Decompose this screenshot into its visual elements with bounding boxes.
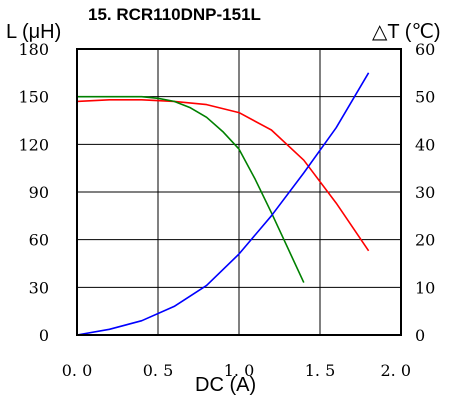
y-left-tick-label: 90 — [29, 183, 49, 202]
x-tick-label: 1. 5 — [305, 361, 336, 380]
y-left-tick-label: 150 — [18, 88, 49, 107]
y-left-tick-label: 120 — [18, 135, 49, 154]
y-right-tick-label: 20 — [415, 231, 435, 250]
x-tick-label: 1. 0 — [224, 361, 255, 380]
plot-frame — [76, 48, 402, 336]
y-right-tick-label: 50 — [415, 88, 435, 107]
y-right-tick-label: 10 — [415, 278, 435, 297]
y-right-tick-label: 40 — [415, 135, 435, 154]
y-right-tick-label: 60 — [415, 40, 435, 59]
tick-labels: 0 0 30 10 60 20 90 30 120 40 150 50 180 60 0. 0 0. 5 1. … — [18, 40, 435, 380]
series-line-2 — [77, 95, 305, 283]
x-tick-label: 0. 0 — [62, 361, 93, 380]
series-line-1 — [76, 99, 370, 252]
y-right-tick-label: 30 — [415, 183, 435, 202]
y-right-tick-label: 0 — [415, 326, 425, 345]
x-tick-label: 2. 0 — [380, 361, 411, 380]
y-left-tick-label: 30 — [29, 278, 49, 297]
y-left-tick-label: 180 — [18, 40, 49, 59]
x-tick-label: 0. 5 — [143, 361, 174, 380]
series-line-3 — [76, 72, 370, 336]
right-axis-label: △T (℃) — [372, 21, 441, 43]
chart-title: 15. RCR110DNP-151L — [88, 5, 261, 24]
series-lines — [76, 72, 370, 336]
y-left-tick-label: 60 — [29, 231, 49, 250]
gridlines — [77, 49, 401, 335]
x-axis-label: DC (A) — [195, 374, 256, 396]
y-left-tick-label: 0 — [39, 326, 49, 345]
left-axis-label: L (μH) — [6, 21, 61, 43]
